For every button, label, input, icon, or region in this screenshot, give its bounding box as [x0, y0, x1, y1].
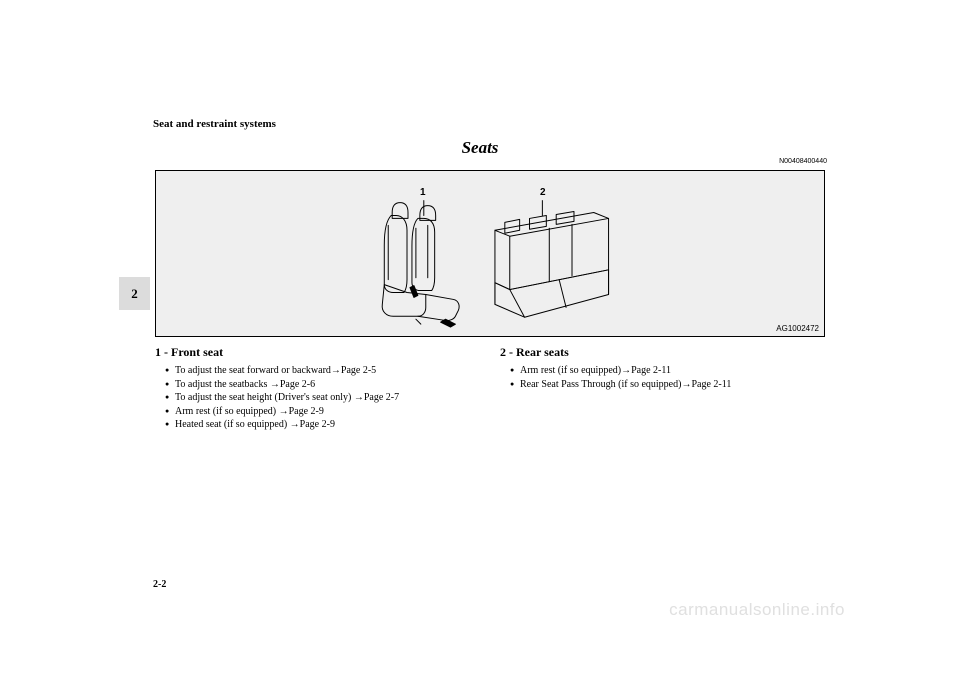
figure-label-2: 2	[540, 187, 546, 198]
content-columns: 1 - Front seat To adjust the seat forwar…	[155, 345, 825, 432]
chapter-header: Seat and restraint systems	[153, 118, 276, 130]
front-seat-section: 1 - Front seat To adjust the seat forwar…	[155, 345, 480, 432]
figure-label-1: 1	[420, 187, 426, 198]
list-item: To adjust the seat forward or backward→P…	[165, 364, 480, 378]
list-item: Rear Seat Pass Through (if so equipped)→…	[510, 378, 825, 392]
seat-diagram-figure: 1 2 AG1002472	[155, 170, 825, 337]
rear-seat-icon	[495, 201, 609, 318]
document-id: N00408400440	[779, 158, 827, 165]
page-title: Seats	[0, 138, 960, 158]
page-container: Seat and restraint systems Seats N004084…	[0, 0, 960, 678]
seat-diagram-svg	[156, 171, 824, 336]
page-number: 2-2	[153, 579, 166, 590]
chapter-tab-number: 2	[131, 286, 138, 302]
watermark-text: carmanualsonline.info	[669, 600, 845, 620]
figure-id: AG1002472	[776, 324, 819, 333]
front-seat-title: 1 - Front seat	[155, 345, 480, 360]
rear-seat-section: 2 - Rear seats Arm rest (if so equipped)…	[500, 345, 825, 432]
list-item: To adjust the seat height (Driver's seat…	[165, 391, 480, 405]
list-item: Arm rest (if so equipped) →Page 2-9	[165, 405, 480, 419]
rear-seat-list: Arm rest (if so equipped)→Page 2-11 Rear…	[500, 364, 825, 391]
front-seat-list: To adjust the seat forward or backward→P…	[155, 364, 480, 432]
list-item: Heated seat (if so equipped) →Page 2-9	[165, 418, 480, 432]
chapter-tab: 2	[119, 277, 150, 310]
list-item: To adjust the seatbacks →Page 2-6	[165, 378, 480, 392]
list-item: Arm rest (if so equipped)→Page 2-11	[510, 364, 825, 378]
rear-seat-title: 2 - Rear seats	[500, 345, 825, 360]
front-seat-icon	[382, 201, 459, 327]
